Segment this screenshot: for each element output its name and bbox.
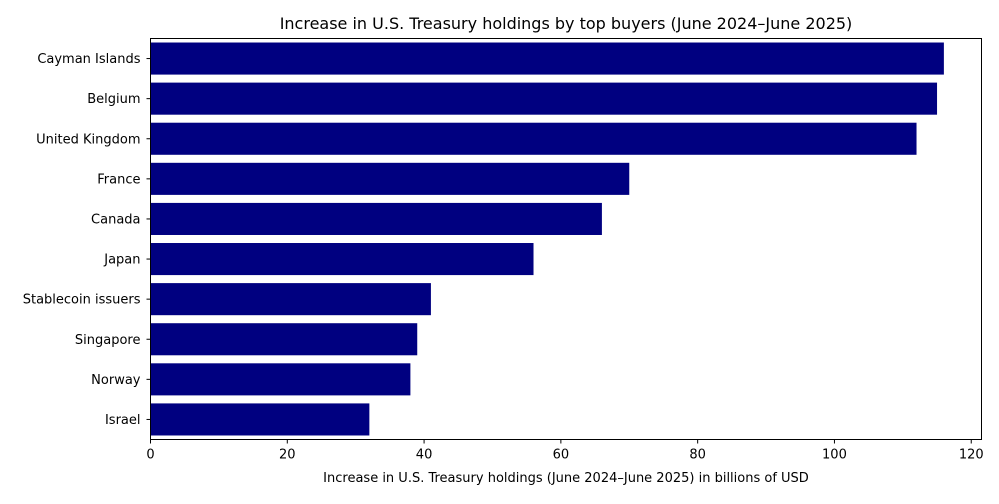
y-axis: Cayman Islands Belgium United Kingdom Franc… — [23, 52, 151, 428]
y-tick-label: Canada — [91, 212, 140, 227]
x-tick-label: 60 — [553, 448, 570, 463]
y-tick-label: Stablecoin issuers — [23, 293, 141, 308]
bar-belgium — [150, 82, 938, 115]
y-tick-label: Norway — [91, 373, 141, 388]
y-tick-label: Israel — [105, 413, 141, 428]
bar-cayman-islands — [150, 42, 944, 75]
bar-united-kingdom — [150, 122, 917, 155]
chart-title: Increase in U.S. Treasury holdings by to… — [280, 14, 853, 33]
bar-norway — [150, 363, 411, 396]
x-tick-label: 120 — [959, 448, 984, 463]
x-axis: 0 20 40 60 80 100 120 — [146, 439, 984, 463]
x-axis-label: Increase in U.S. Treasury holdings (June… — [323, 471, 809, 486]
y-tick-label: Singapore — [75, 333, 141, 348]
y-tick-label: Belgium — [87, 92, 140, 107]
plot-frame — [150, 38, 982, 440]
x-tick-label: 20 — [279, 448, 296, 463]
x-tick-label: 100 — [822, 448, 847, 463]
y-tick-label: Cayman Islands — [37, 52, 140, 67]
y-tick-label: Japan — [103, 253, 140, 268]
y-tick-label: France — [97, 172, 140, 187]
x-tick-label: 80 — [689, 448, 706, 463]
x-tick-label: 40 — [416, 448, 433, 463]
bar-france — [150, 162, 630, 195]
x-tick-label: 0 — [146, 448, 154, 463]
bar-canada — [150, 202, 602, 235]
bar-israel — [150, 403, 370, 436]
bars-group — [150, 42, 944, 436]
bar-singapore — [150, 323, 418, 356]
bar-stablecoin-issuers — [150, 283, 431, 316]
bar-japan — [150, 243, 534, 276]
y-tick-label: United Kingdom — [36, 132, 140, 147]
